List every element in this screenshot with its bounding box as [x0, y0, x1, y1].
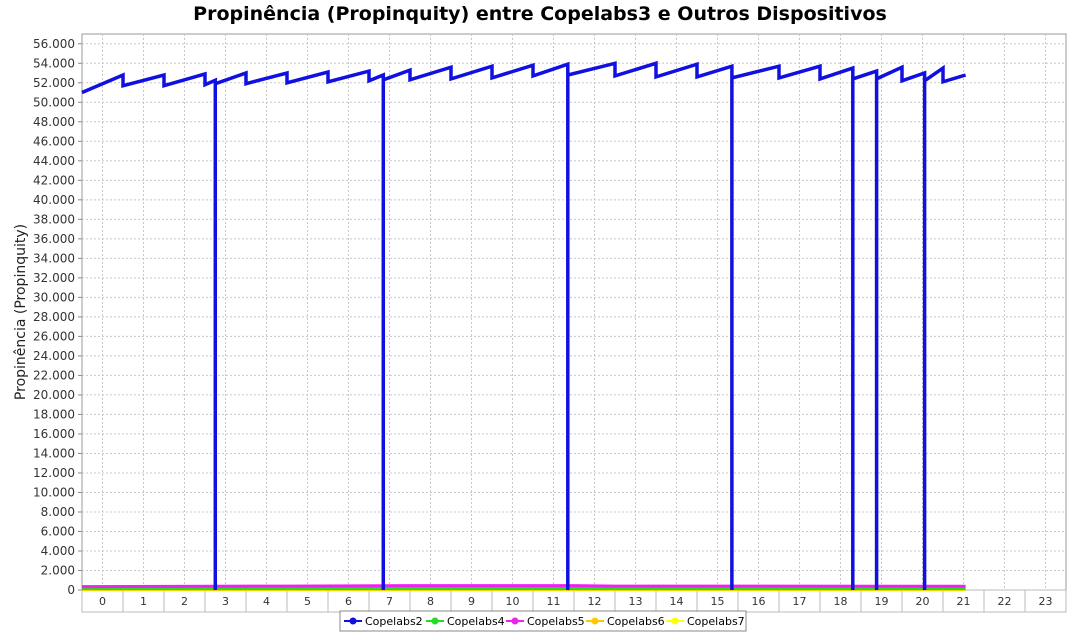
- legend-swatch-marker: [431, 617, 439, 625]
- x-tick-label: 3: [222, 595, 229, 608]
- legend-label: Copelabs4: [447, 615, 505, 628]
- legend-label: Copelabs5: [527, 615, 585, 628]
- y-tick-label: 28.000: [33, 310, 75, 324]
- y-tick-label: 44.000: [33, 154, 75, 168]
- chart-title: Propinência (Propinquity) entre Copelabs…: [193, 3, 887, 25]
- legend-swatch-marker: [349, 617, 357, 625]
- y-tick-label: 50.000: [33, 95, 75, 109]
- x-category-cell: [1024, 589, 1067, 613]
- y-tick-label: 14.000: [33, 446, 75, 460]
- x-tick-label: 20: [916, 595, 930, 608]
- x-tick-label: 14: [670, 595, 684, 608]
- legend: Copelabs2 Copelabs4 Copelabs5 Copelabs6 Cope…: [339, 610, 747, 632]
- x-tick-label: 9: [468, 595, 475, 608]
- y-tick-label: 24.000: [33, 349, 75, 363]
- y-tick-label: 46.000: [33, 134, 75, 148]
- x-tick-label: 23: [1039, 595, 1053, 608]
- legend-label: Copelabs7: [687, 615, 745, 628]
- y-tick-label: 18.000: [33, 407, 75, 421]
- plot-background: [81, 33, 1067, 591]
- series-line-copelabs2: [81, 60, 967, 590]
- y-tick-label: 4.000: [41, 544, 75, 558]
- legend-label: Copelabs6: [607, 615, 665, 628]
- y-tick-label: 36.000: [33, 232, 75, 246]
- y-tick-label: 10.000: [33, 485, 75, 499]
- y-tick-label: 20.000: [33, 388, 75, 402]
- legend-item-copelabs7: Copelabs7: [666, 615, 745, 628]
- y-tick-label: 12.000: [33, 466, 75, 480]
- x-tick-label: 6: [345, 595, 352, 608]
- y-tick-label: 30.000: [33, 290, 75, 304]
- legend-swatch-marker: [591, 617, 599, 625]
- y-tick-label: 38.000: [33, 212, 75, 226]
- legend-item-copelabs2: Copelabs2: [344, 615, 423, 628]
- x-tick-label: 7: [386, 595, 393, 608]
- y-tick-label: 16.000: [33, 427, 75, 441]
- y-axis-label: Propinência (Propinquity): [13, 224, 29, 400]
- y-tick-label: 54.000: [33, 56, 75, 70]
- x-tick-label: 1: [140, 595, 147, 608]
- x-tick-label: 8: [427, 595, 434, 608]
- x-tick-label: 10: [506, 595, 520, 608]
- legend-item-copelabs6: Copelabs6: [586, 615, 665, 628]
- legend-swatch-marker: [671, 617, 679, 625]
- x-tick-label: 5: [304, 595, 311, 608]
- y-tick-label: 6.000: [41, 524, 75, 538]
- x-tick-label: 4: [263, 595, 270, 608]
- x-tick-label: 12: [588, 595, 602, 608]
- x-tick-label: 2: [181, 595, 188, 608]
- y-tick-label: 40.000: [33, 193, 75, 207]
- y-tick-label: 22.000: [33, 368, 75, 382]
- x-tick-label: 16: [752, 595, 766, 608]
- y-tick-label: 0: [67, 583, 75, 597]
- legend-item-copelabs5: Copelabs5: [506, 615, 585, 628]
- series-layer: [81, 60, 967, 592]
- x-tick-label: 19: [875, 595, 889, 608]
- legend-swatch-marker: [511, 617, 519, 625]
- x-tick-label: 11: [547, 595, 561, 608]
- x-tick-label: 13: [629, 595, 643, 608]
- legend-item-copelabs4: Copelabs4: [426, 615, 505, 628]
- x-tick-label: 0: [99, 595, 106, 608]
- y-tick-label: 8.000: [41, 505, 75, 519]
- y-tick-label: 48.000: [33, 115, 75, 129]
- x-tick-label: 22: [998, 595, 1012, 608]
- y-axis-ticks: 0 2.000 4.000 6.000 8.000 10.000 12.000 14.000 1…: [33, 37, 82, 597]
- x-tick-label: 17: [793, 595, 807, 608]
- series-line-copelabs5: [81, 584, 966, 589]
- legend-label: Copelabs2: [365, 615, 423, 628]
- y-tick-label: 52.000: [33, 76, 75, 90]
- x-tick-label: 15: [711, 595, 725, 608]
- y-tick-label: 32.000: [33, 271, 75, 285]
- y-tick-label: 34.000: [33, 251, 75, 265]
- x-tick-label: 21: [957, 595, 971, 608]
- y-tick-label: 56.000: [33, 37, 75, 51]
- grid-layer: [82, 34, 1066, 591]
- y-tick-label: 26.000: [33, 329, 75, 343]
- x-tick-label: 18: [834, 595, 848, 608]
- legend-box: [339, 610, 747, 632]
- x-axis-category-cells: 0 1 2 3 4 5 6 7 8 9 10 11 12 13 14 15 16 17 18 19 20 21 22 23: [81, 589, 1067, 613]
- y-tick-label: 2.000: [41, 563, 75, 577]
- y-tick-label: 42.000: [33, 173, 75, 187]
